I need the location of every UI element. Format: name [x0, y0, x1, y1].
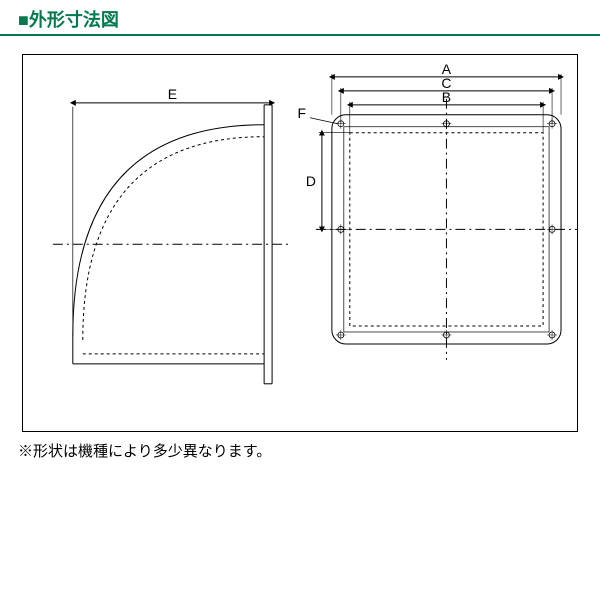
diagram-svg: EACBDF: [23, 55, 577, 432]
svg-text:E: E: [168, 86, 177, 102]
page: ■外形寸法図 EACBDF ※形状は機種により多少異なります。: [0, 0, 600, 600]
footnote-text: ※形状は機種により多少異なります。: [18, 440, 271, 461]
svg-text:F: F: [297, 105, 306, 121]
svg-text:D: D: [306, 173, 316, 189]
diagram-frame: EACBDF: [22, 54, 578, 432]
title-text: ■外形寸法図: [18, 6, 119, 32]
svg-text:B: B: [442, 89, 451, 105]
title-bar: ■外形寸法図: [0, 4, 600, 36]
